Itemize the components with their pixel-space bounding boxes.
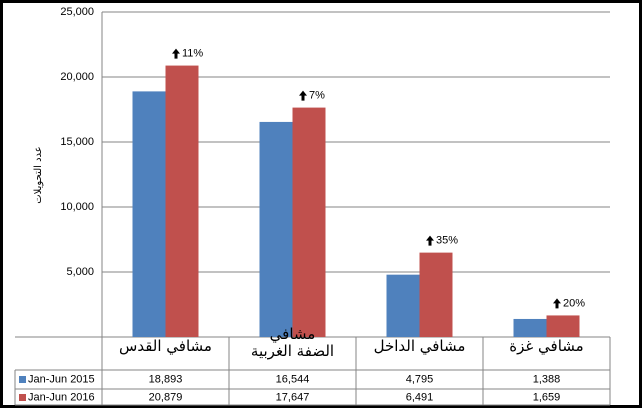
table-cell: 17,647	[276, 391, 310, 403]
arrow-icon	[553, 298, 561, 309]
arrow-icon	[426, 235, 434, 246]
bar	[259, 121, 293, 337]
y-tick-label: 25,000	[60, 6, 94, 18]
y-axis-label: عدد التحويلات	[33, 146, 44, 203]
table-cell: 6,491	[406, 391, 434, 403]
x-tick-label: مشافي غزة	[509, 337, 584, 355]
y-tick-label: 15,000	[60, 136, 94, 148]
bar	[419, 252, 453, 337]
x-tick-label: مشافي الداخل	[373, 337, 466, 355]
x-tick-label: مشافي القدس	[119, 337, 212, 355]
y-tick-label: 10,000	[60, 201, 94, 213]
table-cell: 16,544	[276, 373, 310, 385]
x-tick-label: مشافي الضفة الغربية	[250, 325, 335, 360]
annotation: 7%	[309, 89, 325, 101]
bar	[132, 91, 166, 338]
legend-label: Jan-Jun 2015	[28, 373, 95, 385]
table-cell: 18,893	[149, 373, 183, 385]
y-tick-label: 5,000	[66, 266, 94, 278]
bar	[165, 65, 199, 337]
legend-key	[19, 394, 26, 401]
y-tick-label: 20,000	[60, 71, 94, 83]
legend-key	[19, 376, 26, 383]
bar	[513, 318, 547, 337]
arrow-icon	[172, 48, 180, 59]
bar	[292, 107, 326, 338]
bar	[386, 274, 420, 337]
annotation: 20%	[563, 297, 585, 309]
legend-label: Jan-Jun 2016	[28, 391, 95, 403]
annotation: 11%	[182, 47, 203, 59]
table-cell: 1,659	[533, 391, 561, 403]
table-cell: 1,388	[533, 373, 561, 385]
arrow-icon	[299, 90, 307, 101]
annotation: 35%	[436, 235, 458, 247]
bar	[546, 315, 580, 337]
table-cell: 4,795	[406, 373, 434, 385]
table-cell: 20,879	[149, 391, 183, 403]
